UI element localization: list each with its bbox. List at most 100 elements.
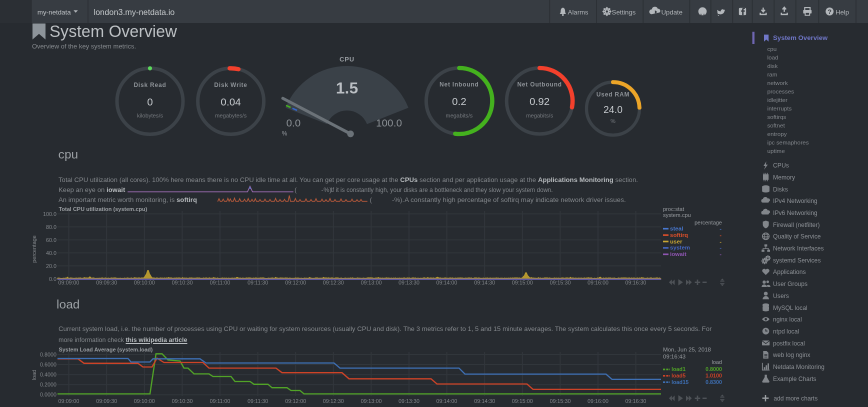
svg-text:percentage: percentage (32, 235, 38, 263)
svg-text:Example Charts: Example Charts (773, 376, 816, 383)
svg-text:disk: disk (767, 64, 778, 70)
svg-text:09:12:00: 09:12:00 (285, 399, 306, 405)
svg-text:09:09:30: 09:09:30 (96, 399, 117, 405)
svg-text:0.8000: 0.8000 (40, 352, 57, 358)
svg-text:Users: Users (773, 293, 789, 300)
svg-text:Help: Help (836, 9, 850, 16)
svg-text:0.6000: 0.6000 (40, 362, 57, 368)
svg-text:09:13:00: 09:13:00 (361, 399, 382, 405)
svg-text:uptime: uptime (767, 149, 785, 155)
svg-text:Mon, Jun 25, 2018: Mon, Jun 25, 2018 (663, 348, 711, 354)
svg-text:system: system (670, 246, 690, 252)
svg-text:postfix local: postfix local (773, 340, 805, 347)
svg-text:100.0: 100.0 (376, 119, 402, 130)
svg-text:0: 0 (147, 98, 153, 109)
svg-text:load: load (32, 370, 38, 380)
svg-text:09:13:30: 09:13:30 (399, 280, 420, 286)
svg-text:megabits/s: megabits/s (446, 113, 473, 119)
svg-text:-: - (720, 246, 722, 252)
svg-text:09:14:00: 09:14:00 (436, 280, 457, 286)
svg-text:load5: load5 (672, 374, 686, 380)
svg-text:09:14:30: 09:14:30 (474, 280, 495, 286)
svg-text:idlejitter: idlejitter (767, 98, 787, 104)
svg-text:0.0: 0.0 (286, 119, 301, 130)
svg-text:processes: processes (767, 90, 794, 96)
svg-text:09:13:00: 09:13:00 (361, 280, 382, 286)
svg-text:09:15:00: 09:15:00 (512, 399, 533, 405)
svg-text:ipc semaphores: ipc semaphores (767, 141, 809, 147)
svg-text:09:16:30: 09:16:30 (625, 280, 646, 286)
svg-text:20.0: 20.0 (46, 264, 57, 270)
svg-text:0.92: 0.92 (529, 97, 549, 108)
svg-text:iowait: iowait (670, 252, 686, 258)
svg-text:Alarms: Alarms (568, 9, 589, 16)
svg-text:entropy: entropy (767, 132, 787, 138)
svg-text:nginx local: nginx local (773, 317, 802, 324)
svg-text:Total CPU utilization (system.: Total CPU utilization (system.cpu) (59, 207, 148, 213)
svg-text:-: - (720, 227, 722, 233)
svg-text:CPUs: CPUs (773, 163, 789, 170)
svg-text:load: load (57, 297, 80, 311)
svg-text:proc:stat: proc:stat (663, 207, 685, 213)
svg-text:40.0: 40.0 (46, 251, 57, 257)
svg-text:09:09:30: 09:09:30 (96, 280, 117, 286)
svg-text:09:11:30: 09:11:30 (248, 280, 269, 286)
svg-text:softnet: softnet (767, 124, 785, 130)
svg-text:user: user (670, 239, 683, 245)
svg-text:100.0: 100.0 (43, 212, 57, 218)
svg-text:%: % (611, 119, 616, 125)
svg-text:IPv6 Networking: IPv6 Networking (773, 210, 817, 217)
svg-text:09:11:30: 09:11:30 (248, 399, 269, 405)
svg-text:MySQL local: MySQL local (773, 305, 807, 312)
svg-text:0.0: 0.0 (49, 277, 57, 283)
svg-text:09:12:30: 09:12:30 (323, 399, 344, 405)
svg-text:add more charts: add more charts (774, 396, 818, 403)
svg-text:softirq: softirq (670, 233, 688, 239)
svg-text:kilobytes/s: kilobytes/s (137, 114, 163, 120)
svg-text:Overview of the key system met: Overview of the key system metrics. (32, 43, 136, 50)
svg-text:my-netdata: my-netdata (37, 9, 71, 16)
svg-text:interrupts: interrupts (767, 107, 792, 113)
svg-text:Disks: Disks (773, 186, 788, 193)
svg-text:System Overview: System Overview (50, 23, 178, 41)
svg-text:0.8000: 0.8000 (706, 367, 723, 373)
svg-text:cpu: cpu (767, 47, 777, 53)
svg-text:softirqs: softirqs (767, 115, 786, 121)
svg-text:Net Outbound: Net Outbound (517, 83, 562, 89)
svg-text:09:14:00: 09:14:00 (436, 399, 457, 405)
svg-text:Update: Update (661, 9, 683, 16)
svg-text:Memory: Memory (773, 174, 796, 181)
svg-text:Disk Write: Disk Write (214, 83, 247, 89)
svg-text:09:09:00: 09:09:00 (58, 280, 79, 286)
svg-text:Used RAM: Used RAM (596, 93, 629, 99)
svg-text:80.0: 80.0 (46, 225, 57, 231)
svg-text:09:10:30: 09:10:30 (172, 399, 193, 405)
svg-text:System Load Average (system.lo: System Load Average (system.load) (59, 348, 153, 354)
svg-text:60.0: 60.0 (46, 238, 57, 244)
svg-text:09:14:30: 09:14:30 (474, 399, 495, 405)
svg-text:web log nginx: web log nginx (772, 352, 810, 359)
svg-text:Net Inbound: Net Inbound (439, 83, 478, 89)
svg-text:09:10:00: 09:10:00 (134, 280, 155, 286)
svg-text:system.cpu: system.cpu (663, 213, 691, 219)
svg-text:09:09:00: 09:09:00 (58, 399, 79, 405)
svg-text:load1: load1 (672, 367, 686, 373)
svg-text:IPv4 Networking: IPv4 Networking (773, 198, 817, 205)
svg-text:-: - (720, 239, 722, 245)
svg-text:0.8300: 0.8300 (706, 380, 723, 386)
svg-text:cpu: cpu (58, 147, 78, 161)
svg-text:Netdata Monitoring: Netdata Monitoring (773, 364, 825, 371)
svg-text:network: network (767, 81, 788, 87)
svg-text:09:15:30: 09:15:30 (550, 399, 571, 405)
svg-text:CPU: CPU (340, 57, 355, 64)
svg-text:09:12:00: 09:12:00 (285, 280, 306, 286)
svg-text:load: load (712, 360, 722, 366)
svg-text:0.2000: 0.2000 (40, 383, 57, 389)
svg-text:%: % (282, 131, 288, 137)
svg-text:09:10:30: 09:10:30 (172, 280, 193, 286)
svg-text:0.0000: 0.0000 (40, 393, 57, 399)
svg-text:percentage: percentage (694, 220, 722, 226)
svg-text:09:15:00: 09:15:00 (512, 280, 533, 286)
svg-text:load15: load15 (672, 380, 689, 386)
svg-text:24.0: 24.0 (603, 105, 623, 116)
